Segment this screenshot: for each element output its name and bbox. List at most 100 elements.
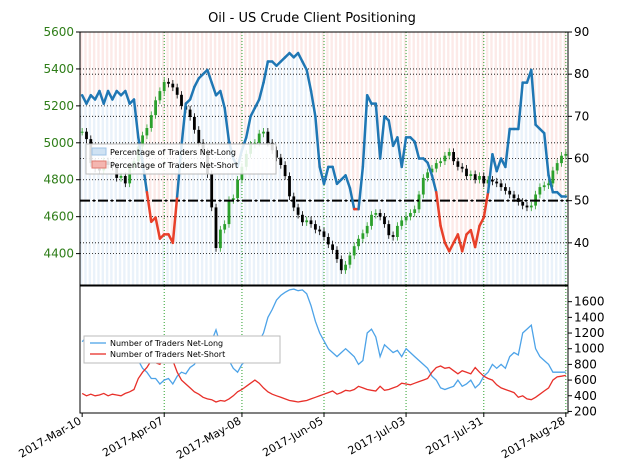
x-tick-label: 2017-May-08 [174,414,243,462]
candle-body [266,131,270,143]
net-short-bar [395,32,398,138]
candle-body [279,157,283,165]
net-short-bar [447,32,450,252]
net-short-bar [399,32,402,167]
candle-body [473,174,477,180]
net-long-bar [468,230,472,285]
candle-body [119,176,123,178]
net-short-bar [425,32,428,163]
candle-body [529,205,533,208]
net-short-bar [511,32,515,129]
candle-body [326,237,330,245]
net-long-segment [443,241,451,253]
legend-label: Number of Traders Net-Long [110,339,223,348]
net-short-bar [110,32,113,100]
net-short-bar [200,32,204,75]
candle-body [219,229,222,249]
net-short-bar [114,32,117,92]
net-short-bar [92,32,96,100]
candle-body [525,205,529,208]
net-short-bar [131,32,135,100]
net-long-segment [180,102,188,148]
candle-body [154,100,157,116]
net-long-segment [344,174,352,190]
net-short-bar [390,32,394,146]
net-long-segment [357,165,365,211]
x-tick-label: 2017-Aug-28 [499,414,567,461]
net-long-segment [426,161,434,177]
net-long-segment [378,115,386,160]
net-long-bar [494,171,497,285]
candle-body [421,177,425,195]
candle-body [301,214,304,223]
candle-body [339,259,343,271]
net-long-segment [111,89,118,101]
net-long-bar [339,179,342,285]
net-long-segment [478,216,486,228]
net-short-bar [472,32,476,248]
candle-body [214,207,218,248]
x-tick-label: 2017-Jul-03 [346,414,408,457]
net-long-bar [537,128,541,285]
net-short-bar [503,32,506,167]
candle-body [555,163,559,171]
net-long-bar [84,103,87,286]
candle-body [426,172,429,178]
right-tick-label: 50 [574,194,589,208]
net-long-bar [481,217,485,285]
net-long-bar [274,65,277,285]
candle-body [547,183,550,186]
candle-body [231,198,235,200]
net-long-bar [386,120,389,285]
net-long-bar [92,99,96,285]
right-tick-label: 60 [574,152,589,166]
net-long-bar [131,99,135,285]
net-short-bar [252,32,256,108]
candle-body [314,224,317,230]
net-long-bar [140,162,143,285]
right-tick-label: 1000 [574,342,605,356]
net-short-bar [468,32,472,231]
net-long-bar [447,251,450,285]
net-short-bar [170,32,174,243]
net-short-bar [373,32,377,104]
net-long-segment [85,94,93,105]
net-long-bar [326,166,329,285]
net-long-segment [495,157,503,173]
net-short-bar [326,32,329,167]
net-long-segment [469,228,477,249]
candle-body [292,196,296,208]
net-short-bar [239,32,243,151]
net-long-bar [231,158,234,285]
net-short-bar [317,32,320,167]
net-long-segment [296,51,304,63]
net-long-bar [162,234,165,285]
candle-body [318,229,322,232]
candle-body [396,225,399,237]
legend-label: Number of Traders Net-Short [110,350,225,359]
net-long-bar [365,95,368,285]
net-long-segment [491,153,498,173]
net-long-bar [291,57,294,285]
net-long-segment [504,127,511,169]
candle-body [383,216,386,225]
candle-body [162,81,166,92]
net-long-bar [464,234,467,285]
net-short-bar [166,32,169,235]
net-long-bar [516,128,519,285]
left-tick-label: 5600 [43,25,74,39]
net-long-bar [343,175,346,285]
net-long-segment [456,233,464,253]
net-short-bar [157,32,161,239]
net-long-segment [309,89,317,118]
right-tick-label: 400 [574,389,597,403]
net-long-bar [511,128,515,285]
net-long-bar [334,183,338,285]
net-long-segment [482,190,490,219]
net-short-bar [88,32,92,96]
legend-label: Percentage of Traders Net-Short [110,161,238,170]
candle-body [542,185,546,188]
net-short-bar [347,32,351,189]
net-short-bar [80,32,83,96]
net-long-segment [106,89,114,101]
